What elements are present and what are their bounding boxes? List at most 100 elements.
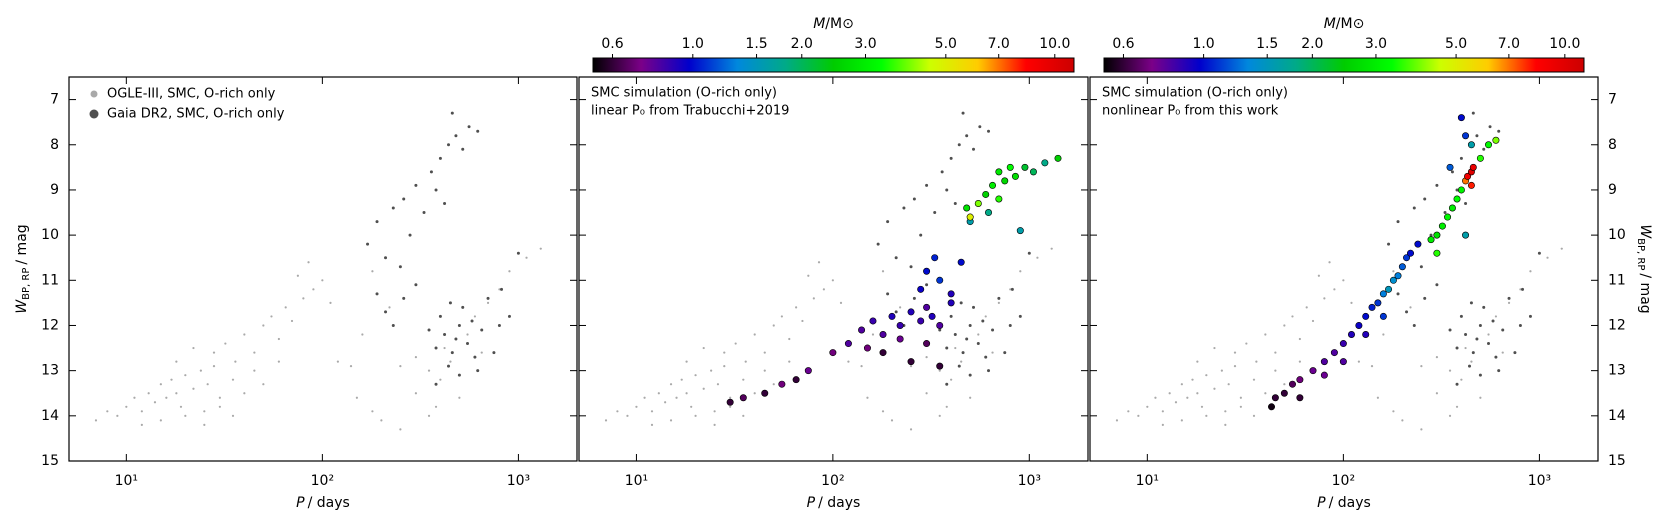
- ogle-point: [277, 360, 280, 363]
- ogle-point: [1239, 396, 1242, 399]
- gaia-point: [461, 305, 465, 309]
- gaia-point: [938, 328, 942, 332]
- plot-frame: [68, 76, 578, 462]
- ogle-point: [960, 360, 963, 363]
- simulation-point: [1379, 290, 1387, 298]
- simulation-point: [1427, 236, 1435, 244]
- simulation-point: [1453, 195, 1461, 203]
- ogle-point: [184, 414, 187, 417]
- ogle-point: [321, 279, 324, 282]
- ogle-point: [1224, 410, 1227, 413]
- colorbar-tick-label: 3.0: [854, 36, 876, 52]
- ogle-point: [950, 378, 953, 381]
- ogle-point: [1409, 306, 1412, 309]
- y-axis-unit: / mag: [14, 224, 30, 264]
- ogle-point: [890, 419, 894, 422]
- gaia-point: [434, 382, 438, 386]
- simulation-point: [917, 317, 925, 325]
- simulation-point: [863, 344, 871, 352]
- ogle-point: [206, 383, 209, 386]
- y-tick-label: 13: [41, 363, 59, 379]
- ogle-point: [106, 410, 109, 413]
- gaia-point: [467, 125, 471, 129]
- y-tick-label: 15: [41, 453, 59, 469]
- gaia-point: [492, 351, 496, 355]
- ogle-point: [1196, 392, 1199, 395]
- ogle-point: [1382, 333, 1385, 336]
- y-tick-label: 13: [1608, 363, 1626, 379]
- ogle-point: [434, 405, 438, 408]
- gaia-point: [391, 323, 395, 327]
- annotation: linear P₀ from Trabucchi+2019: [591, 104, 789, 119]
- simulation-point: [917, 285, 925, 293]
- ogle-point: [650, 410, 654, 413]
- colorbar-tick-label: 0.6: [601, 36, 623, 52]
- x-tick-label: 10³: [1528, 473, 1551, 489]
- x-axis-label: P / days: [1317, 495, 1371, 511]
- simulation-point: [1389, 276, 1397, 284]
- ogle-point: [399, 428, 402, 431]
- colorbar-tick-label: 5.0: [1445, 36, 1467, 52]
- x-tick-label: 10²: [821, 473, 844, 489]
- ogle-point: [1205, 414, 1208, 417]
- y-tick-label: 10: [1608, 227, 1626, 243]
- gaia-point: [1478, 323, 1482, 327]
- ogle-point: [954, 346, 957, 350]
- gaia-point: [457, 373, 461, 377]
- gaia-point: [997, 296, 1001, 300]
- simulation-point: [1280, 389, 1288, 397]
- simulation-point: [844, 340, 852, 348]
- ogle-point: [801, 319, 804, 323]
- ogle-point: [525, 256, 528, 259]
- ogle-point: [414, 355, 418, 359]
- ogle-point: [734, 342, 737, 345]
- ogle-point: [1501, 351, 1504, 354]
- x-tick-label: 10¹: [1136, 473, 1159, 489]
- simulation-point: [928, 312, 936, 320]
- y-axis-symbol: W: [14, 299, 30, 314]
- colorbar-tick-label: 2.0: [791, 36, 813, 52]
- ogle-point: [1213, 346, 1216, 350]
- ogle-point: [439, 378, 442, 381]
- gaia-point: [450, 111, 454, 115]
- ogle-point: [140, 423, 143, 426]
- simulation-point: [936, 362, 944, 370]
- ogle-point: [539, 247, 542, 250]
- ogle-point: [1174, 401, 1178, 404]
- ogle-point: [1154, 396, 1157, 399]
- simulation-point: [1021, 163, 1029, 171]
- annotation: SMC simulation (O-rich only): [591, 86, 777, 101]
- ogle-point: [1328, 261, 1331, 264]
- ogle-point: [839, 301, 843, 304]
- gaia-point: [1487, 342, 1491, 346]
- simulation-point: [1320, 371, 1328, 379]
- gaia-point: [940, 170, 944, 174]
- gaia-point: [427, 328, 431, 332]
- simulation-point: [1016, 227, 1024, 235]
- ogle-point: [1298, 360, 1301, 363]
- gaia-point: [1475, 337, 1479, 341]
- simulation-point: [1001, 177, 1009, 185]
- simulation-point: [923, 303, 931, 311]
- simulation-point: [1394, 272, 1402, 280]
- ogle-point: [427, 369, 431, 372]
- gaia-point: [398, 265, 402, 269]
- gaia-point: [1459, 314, 1463, 318]
- simulation-point: [963, 204, 971, 212]
- gaia-point: [968, 323, 972, 327]
- ogle-point: [817, 261, 821, 264]
- ogle-point: [713, 423, 716, 426]
- ogle-point: [763, 369, 766, 372]
- ogle-point: [690, 405, 693, 408]
- ogle-point: [508, 270, 511, 273]
- ogle-point: [945, 405, 948, 408]
- ogle-point: [1529, 270, 1532, 273]
- gaia-point: [1443, 211, 1447, 215]
- gaia-point: [1018, 314, 1022, 318]
- ogle-point: [388, 306, 391, 309]
- ogle-point: [977, 333, 980, 336]
- ogle-point: [729, 405, 732, 408]
- panel: 0.6 1.0 1.5 2.0 3.0 5.0 7.0 10.0 M/M⊙ SMC simulat…: [1089, 16, 1653, 511]
- ogle-point: [125, 405, 128, 408]
